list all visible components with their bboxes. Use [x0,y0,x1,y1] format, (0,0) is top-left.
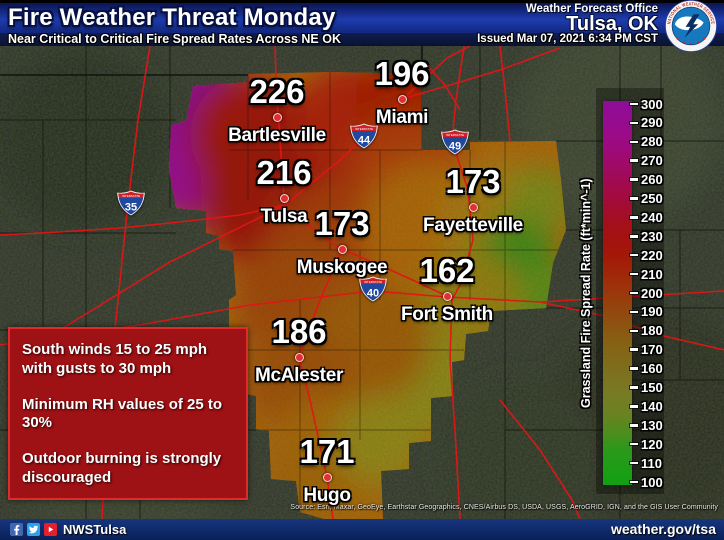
page-title: Fire Weather Threat Monday [8,4,336,31]
info-line-burning: Outdoor burning is strongly discouraged [22,450,222,486]
footer-bar: NWSTulsa weather.gov/tsa [0,519,724,540]
social-icons [10,523,57,536]
info-line-humidity: Minimum RH values of 25 to 30% [22,395,223,432]
highway-i49 [449,45,474,520]
colorbar-gradient [603,101,632,485]
info-line-winds: South winds 15 to 25 mph with gusts to 3… [22,341,208,377]
twitter-icon[interactable] [27,523,40,536]
office-block: Weather Forecast Office Tulsa, OK [526,3,658,34]
highway-i44 [59,45,471,331]
website-url[interactable]: weather.gov/tsa [610,521,716,537]
social-handle: NWSTulsa [63,522,127,537]
facebook-icon[interactable] [10,523,23,536]
fire-weather-info-box: South winds 15 to 25 mph with gusts to 3… [8,327,248,500]
nws-logo-icon: NATIONAL WEATHER SERVICE [664,0,718,53]
youtube-icon[interactable] [44,523,57,536]
office-location: Tulsa, OK [566,13,658,35]
issued-timestamp: Issued Mar 07, 2021 6:34 PM CST [477,33,658,45]
header-banner: Fire Weather Threat Monday Near Critical… [0,0,724,53]
map-source-attribution: Source: Esri, Maxar, GeoEye, Earthstar G… [290,504,718,511]
office-name: Weather Forecast Office [525,3,658,15]
header-subtitle-bar [0,33,724,46]
header-title-bar [0,0,724,33]
colorbar-axis-label: Grassland Fire Spread Rate (ft*min^-1) [579,178,593,408]
page-subtitle: Near Critical to Critical Fire Spread Ra… [8,32,341,46]
